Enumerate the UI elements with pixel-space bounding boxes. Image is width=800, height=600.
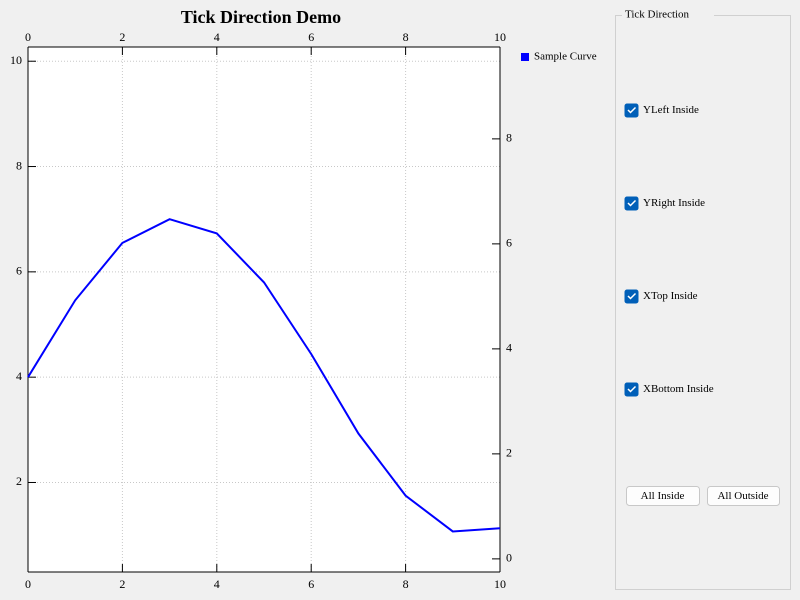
x-tick-label: 6 — [308, 577, 314, 591]
y-tick-label: 6 — [16, 264, 22, 278]
line-series — [27, 218, 501, 533]
x-tick-label: 0 — [25, 577, 31, 591]
y-tick-label: 10 — [10, 53, 22, 67]
checkmark — [627, 385, 637, 393]
checkmark — [627, 199, 637, 207]
y2-tick-label: 2 — [506, 446, 512, 460]
group-title: Tick Direction — [625, 9, 690, 21]
y-tick-label: 2 — [16, 474, 22, 488]
button[interactable] — [707, 486, 780, 506]
y2-tick-label: 6 — [506, 236, 512, 250]
y2-tick-label: 8 — [506, 131, 512, 145]
x-tick-label: 10 — [494, 577, 506, 591]
button-label[interactable]: All Outside — [717, 490, 768, 502]
x-top-tick-label: 4 — [214, 30, 220, 44]
plot-canvas — [28, 47, 500, 572]
y2-tick-label: 4 — [506, 341, 512, 355]
checkmark — [627, 292, 637, 300]
group-title-bg — [622, 9, 714, 21]
checkbox-label[interactable]: YRight Inside — [643, 197, 705, 209]
checkbox-label[interactable]: YLeft Inside — [643, 104, 699, 116]
checkbox-label[interactable]: XBottom Inside — [643, 383, 714, 395]
checkbox-label[interactable]: XTop Inside — [643, 290, 698, 302]
x-top-tick-label: 10 — [494, 30, 506, 44]
x-tick-label: 8 — [403, 577, 409, 591]
chart-title: Tick Direction Demo — [181, 7, 341, 27]
button[interactable] — [626, 486, 700, 506]
x-top-tick-label: 0 — [25, 30, 31, 44]
x-top-tick-label: 8 — [403, 30, 409, 44]
x-tick-label: 2 — [119, 577, 125, 591]
y-tick-label: 4 — [16, 369, 22, 383]
x-top-tick-label: 2 — [119, 30, 125, 44]
y2-tick-label: 0 — [506, 551, 512, 565]
button-label[interactable]: All Inside — [641, 490, 685, 502]
y-tick-label: 8 — [16, 158, 22, 172]
x-top-tick-label: 6 — [308, 30, 314, 44]
x-tick-label: 4 — [214, 577, 220, 591]
checkmark — [627, 106, 637, 114]
legend-swatch — [521, 53, 529, 61]
legend-label: Sample Curve — [534, 51, 597, 63]
